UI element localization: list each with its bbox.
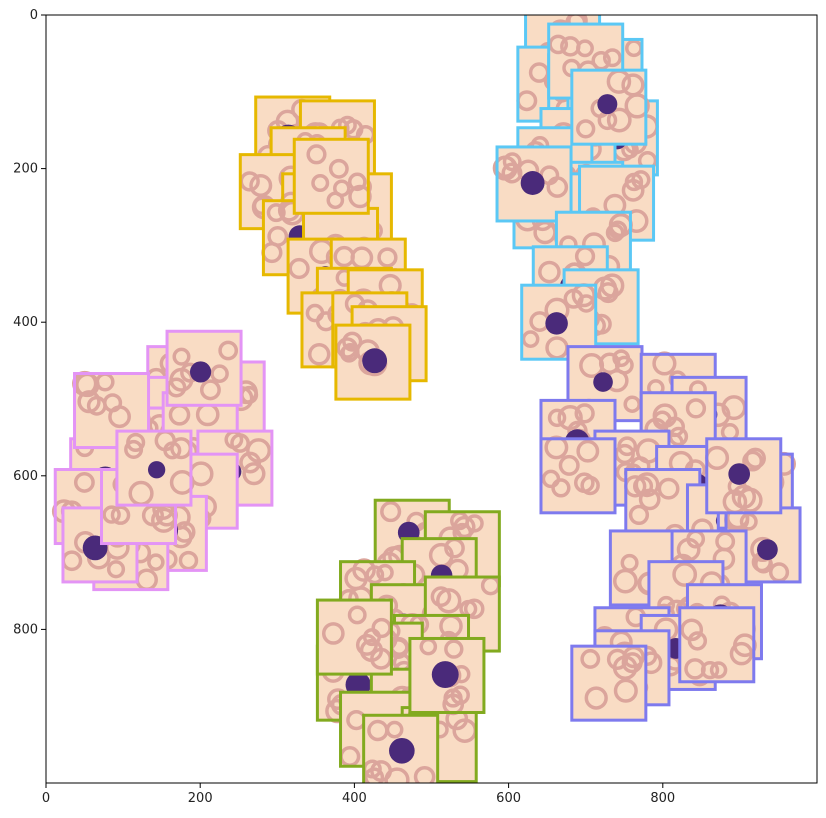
- y-axis: 0 200 400 600 800: [13, 8, 46, 637]
- cell-thumbnail-point: [520, 283, 598, 361]
- points-layer: [51, 15, 802, 783]
- x-axis: 0 200 400 600 800: [42, 783, 675, 806]
- y-tick-label: 400: [13, 315, 38, 330]
- y-tick-label: 600: [13, 469, 38, 484]
- y-tick-label: 200: [13, 162, 38, 177]
- plot-frame: [45, 14, 818, 784]
- cell-thumbnail-point: [334, 323, 412, 401]
- x-tick-label: 0: [42, 791, 50, 806]
- cell-thumbnail-point: [492, 145, 573, 223]
- cell-thumbnail-point: [315, 598, 393, 676]
- cell-thumbnail-point: [362, 713, 440, 783]
- cell-thumbnail-point: [570, 644, 648, 722]
- cell-thumbnail-point: [704, 437, 783, 515]
- y-tick-label: 0: [30, 8, 38, 23]
- cell-thumbnail-point: [678, 606, 757, 684]
- cell-thumbnail-point: [408, 636, 486, 716]
- x-tick-label: 800: [650, 791, 675, 806]
- x-tick-label: 600: [496, 791, 521, 806]
- cell-thumbnail-point: [292, 137, 372, 215]
- cell-thumbnail-point: [570, 68, 650, 146]
- cell-thumbnail-point: [115, 429, 195, 507]
- cell-thumbnail-point: [165, 329, 243, 407]
- cell-thumbnail-point: [539, 435, 617, 515]
- y-tick-label: 800: [13, 622, 38, 637]
- x-tick-label: 200: [188, 791, 213, 806]
- x-tick-label: 400: [342, 791, 367, 806]
